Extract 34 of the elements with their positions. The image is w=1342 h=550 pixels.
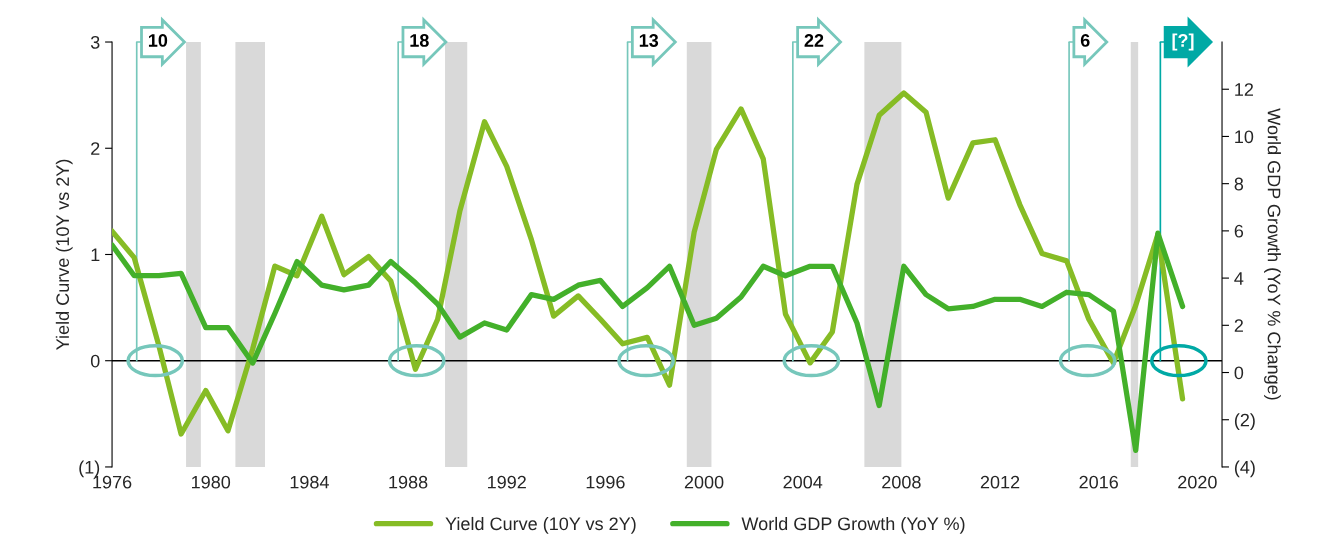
y2-tick-label: 12 (1235, 83, 1254, 96)
x-tick-label: 2008 (882, 475, 921, 489)
x-tick-label: 1992 (488, 475, 526, 489)
x-tick-label: 1988 (389, 475, 428, 489)
y-axis-title: Yield Curve (10Y vs 2Y) (55, 159, 73, 350)
x-tick-label: 2016 (1079, 475, 1118, 489)
annotation: 18 (410, 34, 429, 47)
x-tick-label: 1984 (290, 475, 329, 489)
y2-axis-title: World GDP Growth (YoY % Change) (1264, 108, 1281, 400)
x-tick-label: 2004 (783, 475, 823, 489)
x-tick-label: 2020 (1178, 475, 1217, 489)
y-tick-label: 1 (91, 248, 100, 262)
y-tick-label: 3 (90, 35, 100, 49)
x-tick-label: 2012 (980, 475, 1020, 489)
legend-label: Yield Curve (10Y vs 2Y) (445, 516, 636, 534)
annotation: 13 (639, 34, 659, 47)
y2-tick-label: 4 (1234, 272, 1244, 285)
y-tick-label: 2 (91, 142, 100, 155)
y2-tick-label: 10 (1235, 130, 1254, 144)
x-tick-label: 1996 (586, 475, 625, 489)
y2-tick-label: 0 (1234, 366, 1244, 380)
annotation: [?] (1172, 33, 1194, 51)
y2-tick-label: (4) (1234, 460, 1255, 478)
x-tick-label: 1980 (192, 475, 231, 489)
y2-tick-label: 6 (1234, 224, 1244, 238)
y2-tick-label: (2) (1234, 413, 1255, 431)
annotation: 10 (148, 34, 168, 47)
annotation: 22 (804, 34, 824, 47)
x-tick-label: 2000 (684, 475, 724, 489)
y2-tick-label: 2 (1234, 319, 1243, 332)
legend-label: World GDP Growth (YoY %) (741, 516, 965, 534)
annotation: 6 (1080, 34, 1090, 47)
y-tick-label: 0 (90, 354, 100, 368)
y2-tick-label: 8 (1234, 177, 1244, 191)
